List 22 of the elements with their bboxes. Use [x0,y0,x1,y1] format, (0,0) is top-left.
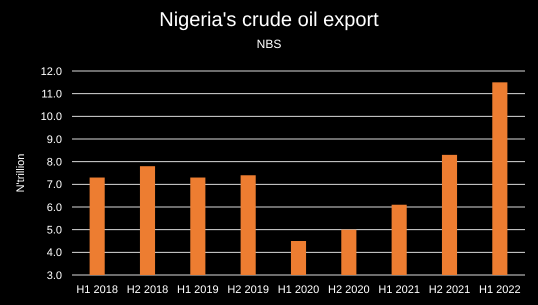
x-tick-label: H1 2018 [76,284,118,296]
x-tick-label: H1 2022 [479,284,521,296]
y-tick-label: 10.0 [40,111,62,124]
x-tick-label: H1 2020 [278,284,320,296]
y-tick-label: 4.0 [46,247,62,260]
y-tick-label: 12.0 [40,66,62,78]
x-tick-label: H2 2019 [227,284,269,296]
y-tick-label: 7.0 [46,179,62,192]
x-tick-label: H1 2019 [177,284,219,296]
y-tick-label: 8.0 [46,156,62,169]
x-tick-label: H2 2021 [428,284,470,296]
y-tick-label: 11.0 [41,88,62,101]
x-tick-label: H2 2018 [126,284,168,296]
y-axis-title: N'trillion [15,154,27,192]
y-tick-label: 6.0 [46,202,62,214]
y-tick-label: 3.0 [46,270,62,282]
chart-subtitle: NBS [256,37,282,51]
x-tick-label: H1 2021 [378,284,420,296]
y-tick-label: 9.0 [46,134,62,146]
x-tick-label: H2 2020 [328,284,370,296]
y-tick-label: 5.0 [46,224,62,237]
chart-title: Nigeria's crude oil export [159,9,380,31]
